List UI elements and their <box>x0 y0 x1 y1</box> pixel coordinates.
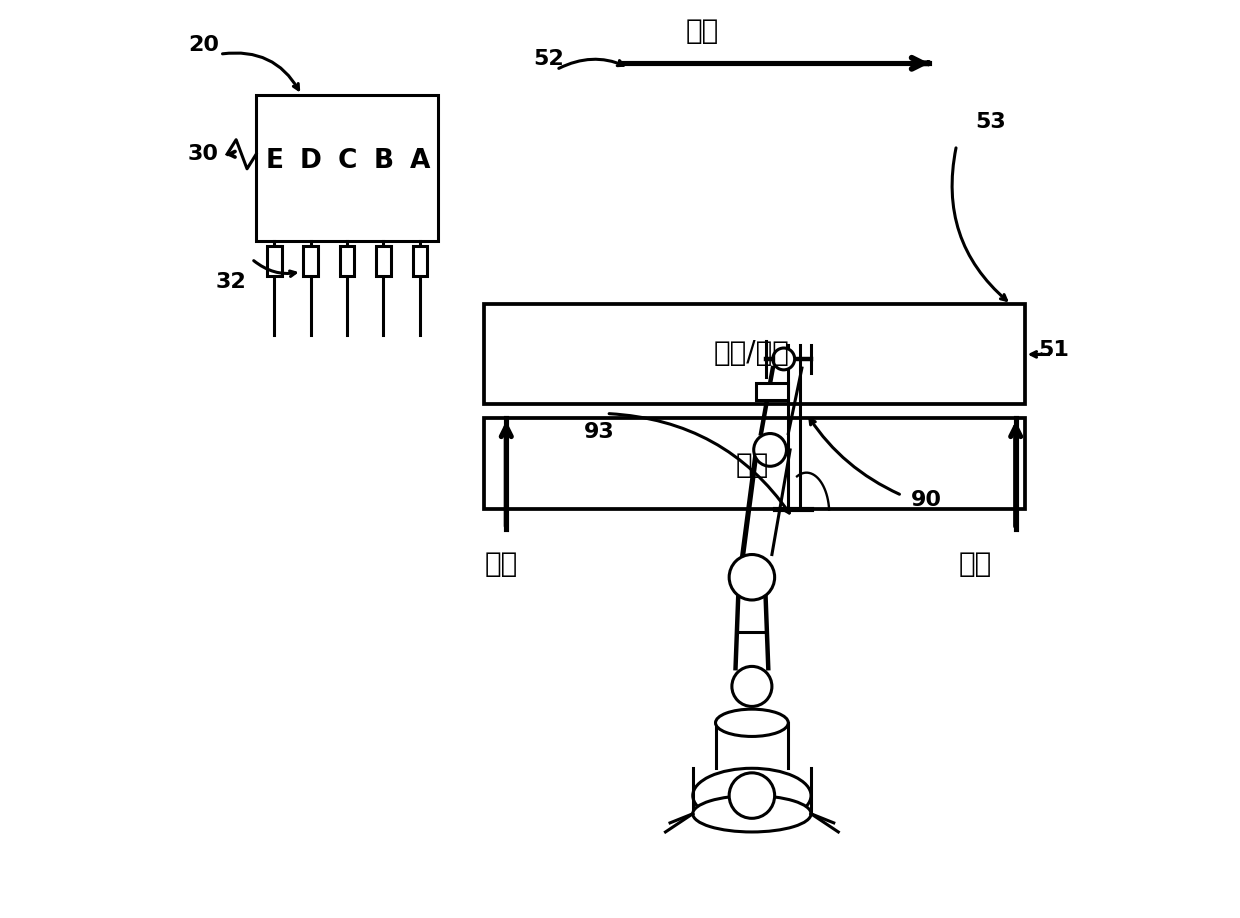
Text: 53: 53 <box>975 112 1006 132</box>
Text: C: C <box>337 148 357 174</box>
Text: 基材/零件: 基材/零件 <box>714 339 790 366</box>
Text: 30: 30 <box>188 144 219 164</box>
Text: E: E <box>265 148 283 174</box>
Circle shape <box>729 554 775 600</box>
Text: B: B <box>373 148 393 174</box>
Text: 平台: 平台 <box>735 452 769 479</box>
Bar <box>484 305 1024 405</box>
Bar <box>267 246 281 276</box>
Bar <box>340 246 355 276</box>
Circle shape <box>732 666 773 707</box>
Text: 51: 51 <box>1038 340 1069 360</box>
Text: A: A <box>409 148 430 174</box>
Text: 行进: 行进 <box>686 17 718 46</box>
Bar <box>304 246 317 276</box>
Bar <box>413 246 427 276</box>
Ellipse shape <box>693 768 811 823</box>
Text: 32: 32 <box>216 272 246 292</box>
Bar <box>257 95 438 241</box>
Text: 90: 90 <box>911 490 942 509</box>
Text: 20: 20 <box>188 35 219 55</box>
Circle shape <box>729 773 775 818</box>
Circle shape <box>773 348 795 370</box>
Ellipse shape <box>693 796 811 832</box>
Bar <box>484 418 1024 509</box>
Text: 52: 52 <box>533 49 564 69</box>
Text: 停止: 停止 <box>959 550 992 577</box>
Ellipse shape <box>715 710 789 736</box>
Bar <box>756 384 789 400</box>
Bar <box>376 246 391 276</box>
Text: 开始: 开始 <box>485 550 518 577</box>
Text: 93: 93 <box>584 421 614 442</box>
Text: D: D <box>300 148 321 174</box>
Circle shape <box>754 433 786 466</box>
